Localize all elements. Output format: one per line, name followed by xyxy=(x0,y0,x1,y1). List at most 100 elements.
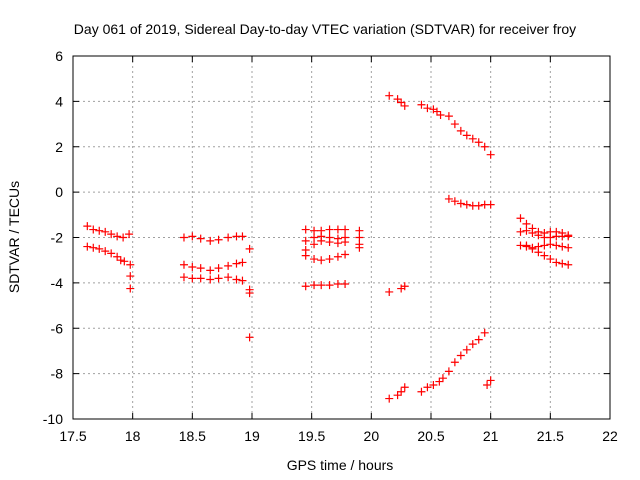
data-point xyxy=(423,104,432,113)
data-point xyxy=(333,280,342,289)
data-point xyxy=(474,201,483,210)
data-point xyxy=(516,214,525,223)
data-point xyxy=(522,219,531,228)
data-point xyxy=(385,91,394,100)
data-point xyxy=(95,226,104,235)
data-point xyxy=(385,394,394,403)
series-arc-d2 xyxy=(417,100,445,119)
data-point xyxy=(245,289,254,298)
data-point xyxy=(310,233,319,242)
data-point xyxy=(238,276,247,285)
data-point xyxy=(325,281,334,290)
data-point xyxy=(355,243,364,252)
axis-ticks xyxy=(72,55,611,420)
data-point xyxy=(468,134,477,143)
data-point xyxy=(89,243,98,252)
series-arc-b2 xyxy=(179,258,247,275)
data-point xyxy=(564,243,573,252)
series-arc-b4 xyxy=(245,244,254,342)
data-point xyxy=(483,380,492,389)
data-point xyxy=(206,275,215,284)
series-arc-c5 xyxy=(301,280,350,291)
data-point xyxy=(397,387,406,396)
y-tick-label: -8 xyxy=(51,366,64,382)
data-point xyxy=(462,131,471,140)
data-point xyxy=(95,244,104,253)
data-point xyxy=(400,101,409,110)
series-arc-b1 xyxy=(179,232,247,245)
data-point xyxy=(417,100,426,109)
data-point xyxy=(456,199,465,208)
data-point xyxy=(301,282,310,291)
x-axis-label: GPS time / hours xyxy=(287,457,394,473)
data-point xyxy=(546,240,555,249)
data-point xyxy=(341,238,350,247)
data-point xyxy=(107,249,116,258)
data-point xyxy=(462,200,471,209)
data-point xyxy=(528,228,537,237)
data-point xyxy=(552,241,561,250)
data-point xyxy=(564,260,573,269)
data-point xyxy=(325,225,334,234)
series-arc-e2 xyxy=(516,226,573,242)
series-arc-a1 xyxy=(83,222,134,242)
data-point xyxy=(355,233,364,242)
data-point xyxy=(516,227,525,236)
data-point xyxy=(214,235,223,244)
data-point xyxy=(310,281,319,290)
data-point xyxy=(333,239,342,248)
data-point xyxy=(224,261,233,270)
series-arc-c3 xyxy=(301,236,350,254)
data-point xyxy=(188,262,197,271)
data-point xyxy=(423,383,432,392)
series-arc-a3 xyxy=(126,260,135,293)
data-point xyxy=(310,226,319,235)
data-point xyxy=(534,248,543,257)
data-point xyxy=(179,273,188,282)
data-point xyxy=(245,244,254,253)
data-point xyxy=(83,242,92,251)
data-point xyxy=(558,242,567,251)
data-point xyxy=(528,244,537,253)
data-point xyxy=(546,255,555,264)
y-tick-label: -4 xyxy=(51,275,64,291)
data-point xyxy=(474,138,483,147)
y-tick-label: 6 xyxy=(55,48,63,64)
data-point xyxy=(400,383,409,392)
data-point xyxy=(83,222,92,231)
series-arc-d1 xyxy=(385,91,409,110)
y-axis-label: SDTVAR / TECUs xyxy=(6,181,22,293)
x-tick-label: 18 xyxy=(125,428,141,444)
x-tick-label: 18.5 xyxy=(179,428,206,444)
data-point xyxy=(444,112,453,121)
data-point xyxy=(522,241,531,250)
data-point xyxy=(214,264,223,273)
data-point xyxy=(196,264,205,273)
data-point xyxy=(450,358,459,367)
data-point xyxy=(232,275,241,284)
data-point xyxy=(436,110,445,119)
data-point xyxy=(125,230,134,239)
data-point xyxy=(224,233,233,242)
data-point xyxy=(214,274,223,283)
data-point xyxy=(438,374,447,383)
series-arc-d5 xyxy=(385,282,409,296)
data-point xyxy=(480,328,489,337)
data-point xyxy=(301,225,310,234)
data-point xyxy=(301,236,310,245)
series-arc-d8 xyxy=(483,376,495,389)
data-point xyxy=(474,335,483,344)
data-point xyxy=(126,272,135,281)
x-tick-label: 19.5 xyxy=(298,428,325,444)
series-arc-c1 xyxy=(301,225,350,235)
data-point xyxy=(552,258,561,267)
data-point xyxy=(188,232,197,241)
y-tick-label: -6 xyxy=(51,320,64,336)
data-point xyxy=(317,256,326,265)
y-tick-label: -10 xyxy=(43,411,63,427)
data-point xyxy=(456,126,465,135)
data-point xyxy=(397,98,406,107)
data-point xyxy=(310,255,319,264)
data-point xyxy=(232,259,241,268)
y-tick-labels: -10 -8 -6 -4 -2 0 2 4 6 xyxy=(43,48,63,427)
